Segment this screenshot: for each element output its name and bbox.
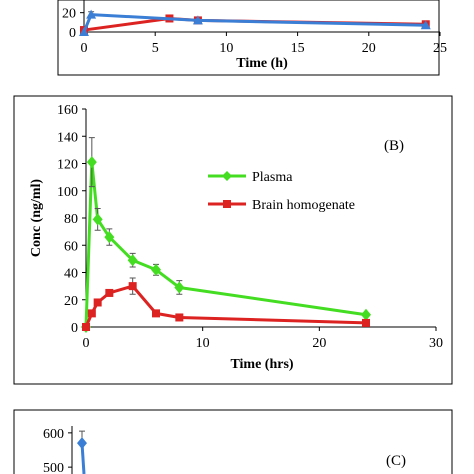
data-point — [362, 318, 370, 327]
panel-c: 500 600 (C) — [13, 409, 453, 474]
legend-plasma-label: Plasma — [252, 170, 293, 185]
panel-a-frame — [57, 0, 440, 76]
data-point — [192, 15, 203, 25]
data-point — [82, 323, 90, 331]
y-tick-label: 0 — [71, 321, 78, 336]
data-point — [79, 27, 89, 36]
data-point — [127, 254, 138, 267]
x-tick-label: 25 — [433, 41, 447, 56]
data-point — [77, 437, 87, 450]
y-tick-label: 0 — [69, 26, 76, 41]
panel-b: 0 20 40 60 80 100 120 140 160 0 10 20 30 Conc (ng/ml… — [13, 95, 453, 385]
data-point — [175, 313, 184, 322]
x-tick-label: 10 — [196, 336, 210, 351]
data-point — [361, 308, 371, 321]
x-tick-label: 0 — [81, 41, 88, 56]
x-tick-label: 20 — [362, 41, 376, 56]
y-tick-label: 120 — [57, 158, 78, 173]
legend-plasma-marker — [222, 171, 232, 181]
x-tick-label: 15 — [291, 41, 305, 56]
legend-brain-label: Brain homogenate — [252, 198, 355, 213]
x-tick-label: 30 — [429, 336, 443, 351]
y-tick-label: 500 — [43, 461, 64, 474]
data-point — [151, 263, 161, 276]
x-tick-label: 0 — [83, 336, 90, 351]
data-point — [86, 9, 97, 19]
y-tick-label: 20 — [62, 7, 76, 22]
data-point — [420, 20, 431, 30]
data-point — [86, 156, 97, 169]
panel-b-label: (B) — [384, 138, 404, 154]
y-tick-label: 80 — [64, 212, 78, 227]
legend-brain-marker — [223, 200, 231, 208]
data-point — [92, 213, 103, 226]
y-tick-label: 140 — [57, 130, 78, 145]
panel-a: 0 20 0 5 10 15 20 25 Time (h) — [57, 0, 447, 76]
data-point — [105, 288, 114, 297]
y-tick-label: 600 — [43, 427, 64, 442]
data-point — [152, 309, 160, 318]
panel-c-label: (C) — [386, 453, 406, 469]
x-tick-label: 20 — [312, 336, 326, 351]
data-point — [128, 282, 137, 291]
panel-c-frame — [13, 409, 453, 474]
data-point — [174, 281, 185, 294]
x-tick-label: 10 — [219, 41, 233, 56]
series-line-0 — [84, 160, 367, 328]
y-tick-label: 60 — [64, 239, 78, 254]
y-tick-label: 20 — [64, 294, 78, 309]
series-line-1 — [82, 13, 426, 33]
panel-b-y-axis-title: Conc (ng/ml) — [29, 179, 44, 258]
panel-b-x-axis-title: Time (hrs) — [230, 357, 293, 372]
data-point — [87, 309, 96, 318]
y-tick-label: 160 — [57, 103, 78, 118]
y-tick-label: 100 — [57, 185, 78, 200]
panel-a-x-axis-title: Time (h) — [236, 56, 288, 71]
data-point — [104, 231, 115, 244]
x-tick-label: 5 — [152, 41, 159, 56]
data-point — [93, 298, 102, 307]
y-tick-label: 40 — [64, 267, 78, 282]
series-line-1 — [84, 284, 367, 328]
panel-b-frame — [13, 95, 453, 385]
panel-b-legend: Plasma Brain homogenate — [208, 170, 355, 213]
